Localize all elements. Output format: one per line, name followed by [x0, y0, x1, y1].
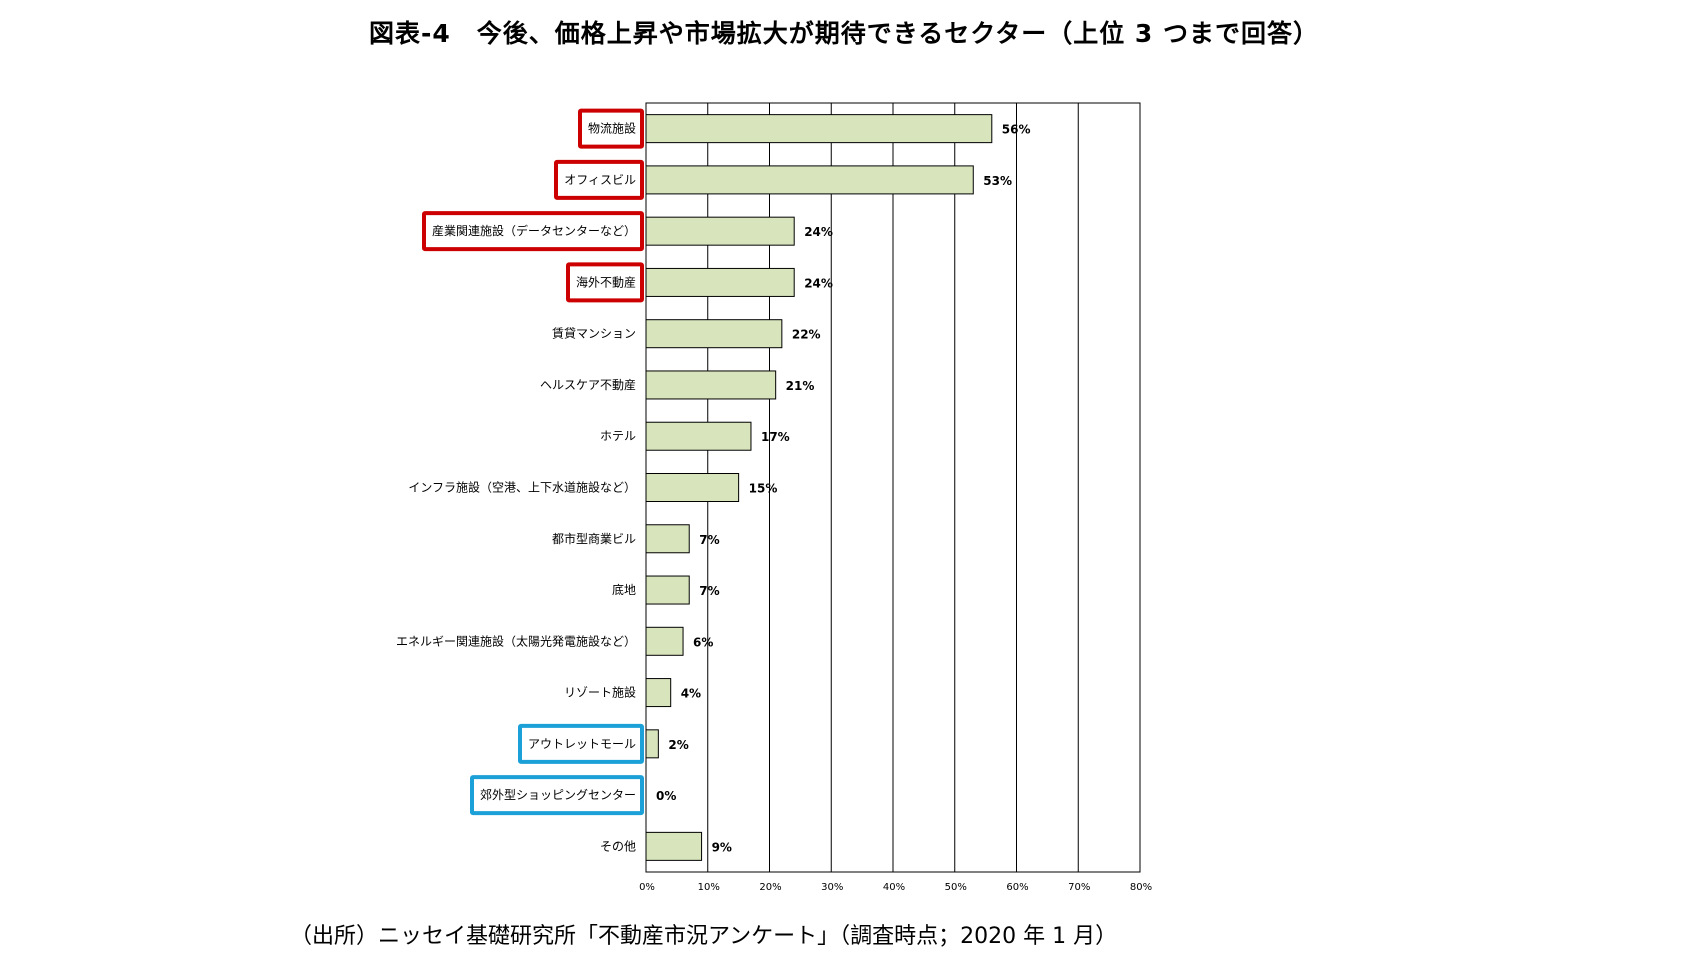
data-label: 56% [1002, 123, 1031, 137]
data-label: 22% [792, 328, 821, 342]
highlight-box [577, 108, 644, 149]
labels: 0% 10% 20% 30% 40% 50% 60% 70% 80% 56% 物流施設 53% オフィス… [396, 121, 1152, 893]
category-label: ホテル [600, 429, 636, 443]
plot-frame [645, 102, 1141, 873]
category-label: リゾート施設 [564, 685, 636, 700]
bar [645, 421, 752, 451]
bar [645, 370, 777, 400]
data-label: 0% [656, 789, 676, 803]
bar [645, 114, 993, 144]
highlight-box [469, 775, 644, 816]
data-label: 21% [786, 379, 815, 393]
category-label: ヘルスケア不動産 [540, 377, 636, 392]
category-label: 都市型商業ビル [552, 531, 636, 546]
category-label: その他 [600, 839, 636, 853]
category-label: オフィスビル [564, 173, 636, 187]
category-label: 郊外型ショッピングセンター [480, 788, 636, 802]
bar [645, 729, 659, 759]
data-label: 15% [749, 482, 778, 496]
bar [645, 678, 672, 708]
data-label: 17% [761, 430, 790, 444]
bar [645, 267, 795, 297]
data-label: 6% [693, 635, 713, 649]
chart-title: 図表-4 今後、価格上昇や市場拡大が期待できるセクター（上位 3 つまで回答） [368, 19, 1320, 48]
highlight-box [517, 723, 644, 764]
bar [645, 626, 684, 656]
category-label: 産業関連施設（データセンターなど） [432, 223, 636, 238]
x-tick-label: 30% [821, 882, 843, 893]
data-label: 24% [804, 276, 833, 290]
bars [645, 114, 993, 861]
bar [645, 575, 690, 605]
data-label: 9% [712, 840, 732, 854]
category-label: エネルギー関連施設（太陽光発電施設など） [396, 633, 636, 648]
category-label: 賃貸マンション [552, 326, 636, 341]
source-note: （出所）ニッセイ基礎研究所「不動産市況アンケート」（調査時点；2020 年 1 … [290, 924, 1118, 949]
category-label: 底地 [612, 582, 636, 597]
category-label: 物流施設 [588, 121, 636, 136]
highlight-box [421, 211, 644, 252]
x-tick-label: 0% [639, 882, 655, 893]
bar [645, 216, 795, 246]
x-tick-label: 80% [1130, 882, 1152, 893]
highlight-box [565, 262, 644, 303]
bar [645, 165, 974, 195]
bar [645, 831, 703, 861]
bar [645, 524, 690, 554]
bar [645, 319, 783, 349]
data-label: 53% [983, 174, 1012, 188]
x-tick-label: 10% [698, 882, 720, 893]
x-tick-label: 60% [1006, 882, 1028, 893]
category-label: アウトレットモール [528, 737, 636, 751]
data-label: 4% [681, 687, 701, 701]
data-label: 2% [668, 738, 688, 752]
data-label: 7% [699, 533, 719, 547]
x-tick-label: 70% [1068, 882, 1090, 893]
x-tick-label: 50% [945, 882, 967, 893]
highlight-boxes [421, 108, 644, 816]
x-tick-label: 40% [883, 882, 905, 893]
category-label: インフラ施設（空港、上下水道施設など） [408, 480, 636, 495]
highlight-box [553, 159, 644, 200]
bar [645, 473, 740, 502]
x-tick-label: 20% [759, 882, 781, 893]
data-label: 7% [699, 584, 719, 598]
category-label: 海外不動産 [576, 274, 636, 289]
data-label: 24% [804, 225, 833, 239]
